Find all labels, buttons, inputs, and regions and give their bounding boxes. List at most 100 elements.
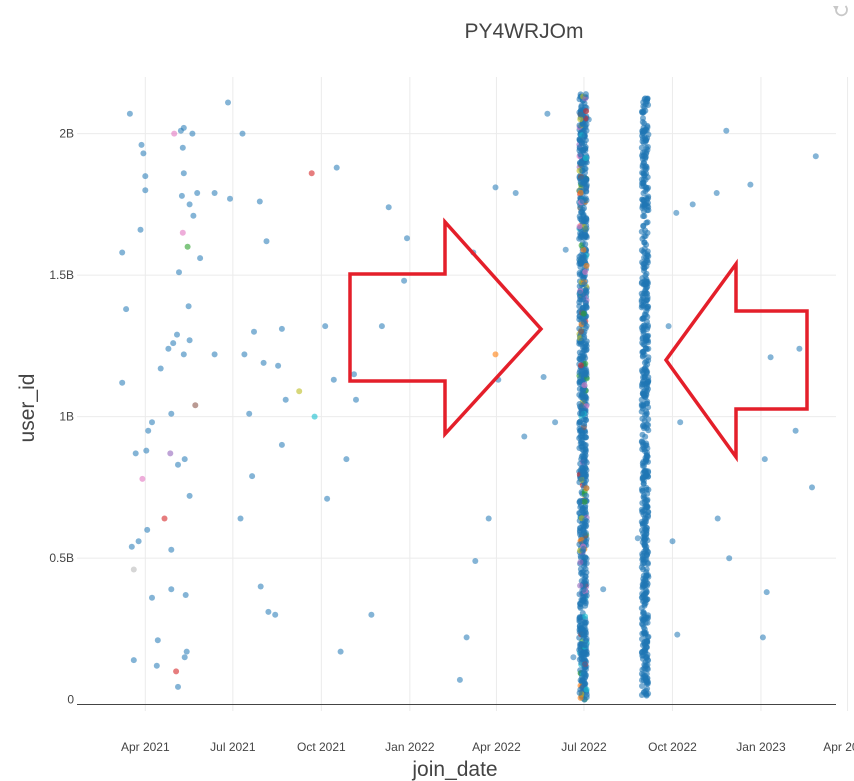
data-point bbox=[639, 129, 646, 136]
data-point bbox=[343, 456, 350, 463]
data-point bbox=[583, 108, 590, 115]
data-point bbox=[211, 351, 218, 358]
data-point bbox=[579, 167, 586, 174]
data-point bbox=[175, 461, 181, 468]
x-tick-label: Oct 2022 bbox=[648, 740, 697, 754]
data-point bbox=[165, 345, 172, 352]
data-point bbox=[582, 506, 589, 513]
data-point bbox=[578, 438, 585, 445]
data-point bbox=[809, 484, 815, 491]
data-point bbox=[189, 130, 196, 137]
data-point bbox=[583, 188, 590, 195]
data-point bbox=[674, 631, 681, 638]
data-point bbox=[642, 233, 649, 239]
data-point bbox=[119, 249, 126, 256]
data-point bbox=[577, 605, 584, 611]
data-point bbox=[583, 592, 590, 599]
data-point bbox=[576, 401, 583, 407]
data-point bbox=[578, 432, 585, 439]
data-point bbox=[640, 109, 647, 116]
data-point bbox=[126, 110, 133, 117]
data-point bbox=[256, 198, 263, 205]
data-point bbox=[578, 362, 584, 369]
data-point bbox=[640, 480, 647, 487]
data-point bbox=[641, 365, 648, 372]
data-point bbox=[140, 150, 147, 157]
data-point bbox=[576, 303, 583, 310]
data-point bbox=[583, 538, 590, 545]
data-point bbox=[639, 381, 646, 387]
data-point bbox=[257, 583, 264, 590]
data-point bbox=[645, 131, 652, 138]
data-point bbox=[645, 572, 651, 579]
data-point bbox=[580, 568, 587, 575]
data-point bbox=[251, 328, 257, 335]
x-tick-label: Jan 2023 bbox=[736, 740, 786, 754]
data-point bbox=[576, 689, 583, 696]
data-point bbox=[577, 375, 584, 382]
data-point bbox=[640, 260, 647, 267]
data-point bbox=[582, 123, 589, 129]
data-point bbox=[149, 419, 155, 426]
data-point bbox=[578, 578, 585, 584]
data-point bbox=[638, 228, 645, 235]
data-point bbox=[583, 492, 590, 499]
data-point bbox=[157, 365, 164, 372]
data-point bbox=[123, 306, 130, 313]
data-point bbox=[272, 611, 279, 618]
data-point bbox=[582, 155, 589, 161]
data-point bbox=[644, 453, 651, 460]
data-point bbox=[763, 589, 770, 596]
data-point bbox=[583, 555, 590, 562]
x-tick-label: Oct 2021 bbox=[297, 740, 346, 754]
data-point bbox=[154, 637, 161, 644]
data-point bbox=[168, 410, 175, 417]
data-point bbox=[583, 182, 590, 188]
data-point bbox=[237, 515, 244, 522]
data-point bbox=[747, 181, 754, 188]
data-point bbox=[767, 354, 774, 361]
reset-icon[interactable] bbox=[833, 5, 848, 17]
data-point bbox=[643, 543, 650, 550]
data-point bbox=[796, 345, 803, 352]
data-point bbox=[211, 190, 218, 196]
data-point bbox=[351, 371, 357, 378]
data-point bbox=[581, 281, 588, 288]
data-point bbox=[642, 433, 649, 440]
data-point bbox=[178, 192, 185, 199]
data-point bbox=[579, 410, 585, 417]
data-point bbox=[641, 171, 648, 178]
data-point bbox=[576, 656, 583, 663]
data-point bbox=[581, 498, 588, 505]
data-point bbox=[582, 393, 589, 400]
data-point bbox=[130, 657, 137, 664]
data-point bbox=[324, 495, 331, 502]
data-point bbox=[642, 136, 649, 143]
data-point bbox=[581, 420, 588, 427]
data-point bbox=[638, 396, 645, 403]
data-point bbox=[385, 204, 392, 211]
data-points bbox=[119, 91, 819, 703]
data-point bbox=[179, 144, 186, 151]
data-point bbox=[640, 401, 647, 408]
data-point bbox=[641, 239, 648, 246]
data-point bbox=[583, 477, 590, 484]
data-point bbox=[669, 538, 676, 545]
data-point bbox=[577, 582, 584, 589]
data-point bbox=[580, 669, 587, 676]
data-point bbox=[174, 331, 180, 338]
data-point bbox=[583, 371, 590, 378]
data-point bbox=[521, 433, 528, 440]
data-point bbox=[582, 650, 589, 657]
data-point bbox=[577, 559, 584, 566]
data-point bbox=[643, 589, 650, 596]
data-point bbox=[322, 323, 329, 330]
data-point bbox=[642, 188, 649, 195]
data-point bbox=[600, 586, 607, 593]
data-point bbox=[562, 246, 569, 253]
data-point bbox=[645, 512, 651, 519]
data-point bbox=[643, 270, 650, 277]
data-point bbox=[643, 596, 650, 603]
data-point bbox=[580, 545, 587, 552]
data-point bbox=[139, 475, 146, 482]
